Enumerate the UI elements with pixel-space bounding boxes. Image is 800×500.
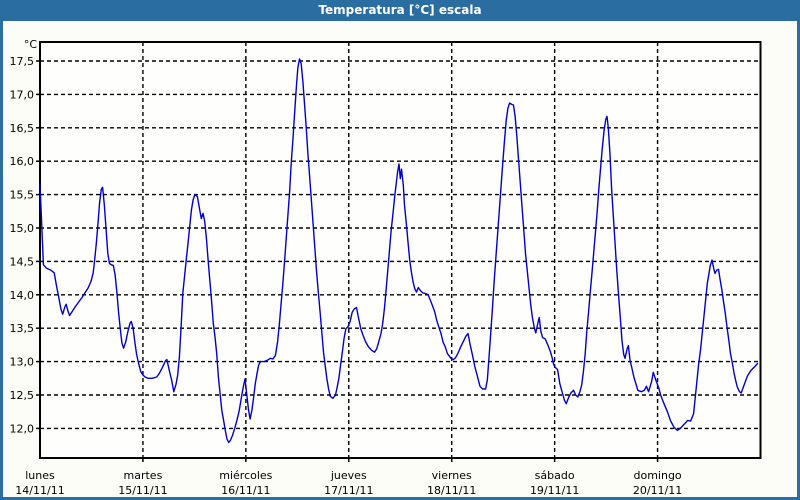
temperature-chart: 17,5 17,0 16,5 16,0 15,5 15,0 14,5 14,0 13,5 13,0… <box>10 38 762 497</box>
day-label: miércoles <box>219 469 272 482</box>
chart-content-area: 17,5 17,0 16,5 16,0 15,5 15,0 14,5 14,0 13,5 13,0… <box>3 21 797 497</box>
day-label: viernes <box>432 469 472 482</box>
plot-background <box>40 42 761 458</box>
date-label: 19/11/11 <box>530 484 579 497</box>
day-label: jueves <box>330 469 367 482</box>
y-tick-label: 12,0 <box>10 422 35 435</box>
y-tick-label: 12,5 <box>10 389 35 402</box>
plot-border <box>39 41 762 459</box>
y-tick-label: 15,5 <box>10 189 35 202</box>
date-label: 18/11/11 <box>427 484 476 497</box>
day-label: lunes <box>25 469 55 482</box>
temperature-line <box>39 58 759 444</box>
y-tick-label: 16,0 <box>10 155 35 168</box>
date-label: 15/11/11 <box>118 484 167 497</box>
day-label: domingo <box>633 469 681 482</box>
date-label: 17/11/11 <box>324 484 373 497</box>
y-tick-label: 17,0 <box>10 88 35 101</box>
date-label: 14/11/11 <box>15 484 64 497</box>
y-tick-label: 16,5 <box>10 122 35 135</box>
day-label: martes <box>124 469 163 482</box>
day-label: sábado <box>535 469 575 482</box>
y-tick-label: 15,0 <box>10 222 35 235</box>
date-label: 20/11/11 <box>633 484 682 497</box>
date-label: 16/11/11 <box>221 484 270 497</box>
window-title: Temperatura [°C] escala <box>318 3 482 17</box>
y-tick-label: 17,5 <box>10 55 35 68</box>
y-tick-label: 13,5 <box>10 322 35 335</box>
y-tick-label: 13,0 <box>10 356 35 369</box>
window-titlebar: Temperatura [°C] escala <box>0 0 800 21</box>
y-tick-label: 14,0 <box>10 289 35 302</box>
y-tick-label: 14,5 <box>10 255 35 268</box>
celsius-unit-label: °C <box>24 38 38 51</box>
